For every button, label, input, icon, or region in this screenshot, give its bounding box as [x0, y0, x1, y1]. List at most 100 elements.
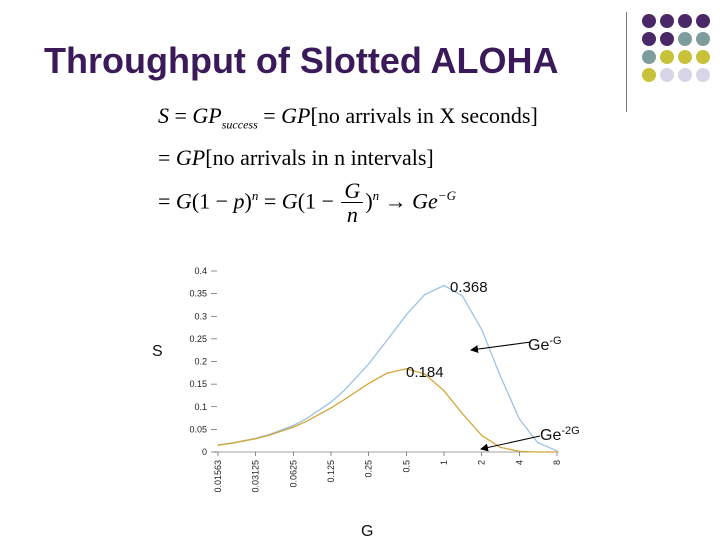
- slide-title: Throughput of Slotted ALOHA: [44, 40, 559, 81]
- eq-exponent: −G: [437, 188, 456, 204]
- series-point: [556, 451, 558, 453]
- series-point: [368, 382, 370, 385]
- series-point: [368, 363, 370, 365]
- series-point: [518, 418, 520, 420]
- decoration-dot: [642, 14, 656, 28]
- series-point: [268, 434, 270, 436]
- y-tick-label: 0.1: [194, 402, 207, 412]
- series-point: [255, 438, 257, 440]
- series-point: [443, 390, 445, 392]
- eq-symbol: p: [233, 188, 245, 214]
- series-point: [518, 450, 520, 453]
- series-point: [386, 372, 388, 374]
- decoration-dot: [696, 14, 710, 28]
- dot-grid-decoration: [642, 14, 710, 82]
- decoration-dot: [642, 32, 656, 46]
- decoration-dot: [696, 50, 710, 64]
- series-point: [306, 420, 308, 422]
- decoration-dot: [696, 68, 710, 82]
- series-point: [556, 450, 558, 452]
- equation-line-2: = GP[no arrivals in n intervals]: [158, 145, 434, 170]
- series-point: [217, 444, 219, 446]
- series-point: [386, 339, 388, 342]
- y-tick-label: 0.4: [194, 266, 207, 276]
- decoration-dot: [678, 68, 692, 82]
- y-tick-label: 0.35: [189, 289, 207, 299]
- x-tick-label: 4: [514, 460, 524, 465]
- series-point: [230, 442, 232, 444]
- series-point: [306, 418, 308, 420]
- decoration-dot: [660, 68, 674, 82]
- eq-symbol: G: [175, 188, 192, 214]
- series-point: [537, 451, 539, 453]
- eq-symbol: GP: [175, 145, 206, 170]
- x-tick-label: 2: [477, 460, 487, 465]
- decoration-dot: [660, 50, 674, 64]
- eq-symbol: GP: [192, 103, 222, 128]
- x-tick-label: 0.01563: [213, 460, 223, 493]
- series-line-ge-g: [217, 284, 558, 452]
- eq-symbol: Ge: [412, 188, 438, 214]
- series-point: [330, 401, 332, 403]
- y-tick-label: 0.3: [194, 311, 207, 321]
- eq-text: [no arrivals in X seconds]: [310, 103, 538, 128]
- eq-arrow: →: [384, 188, 407, 214]
- series-point: [461, 295, 463, 297]
- series-point: [330, 407, 332, 409]
- series-point: [537, 442, 539, 444]
- x-tick-label: 0.125: [326, 460, 336, 483]
- eq-symbol: G: [281, 188, 298, 214]
- x-tick-label: 0.03125: [251, 460, 261, 493]
- decoration-dot: [678, 50, 692, 64]
- eq-text: ): [365, 188, 373, 214]
- y-tick-label: 0.05: [189, 424, 207, 434]
- eq-text: [no arrivals in n intervals]: [205, 145, 434, 170]
- decoration-dot: [696, 32, 710, 46]
- decoration-dot: [678, 32, 692, 46]
- series-point: [481, 328, 483, 331]
- series-point: [424, 373, 426, 375]
- callout-arrow-ge-2g: [480, 435, 541, 452]
- series-point: [481, 434, 483, 437]
- x-tick-label: 0.0625: [288, 460, 298, 488]
- series-line-ge-2g: [217, 368, 557, 453]
- series-point: [405, 368, 407, 370]
- series-point: [292, 424, 294, 427]
- decoration-dot: [660, 14, 674, 28]
- decoration-dot: [678, 14, 692, 28]
- decoration-dot: [642, 68, 656, 82]
- y-axis-label: S: [152, 343, 163, 360]
- series-point: [499, 374, 501, 376]
- series-point: [343, 389, 346, 391]
- eq-fraction-numerator: G: [341, 180, 364, 203]
- peak-annotation-ge-g: 0.368: [450, 279, 488, 296]
- series-point: [424, 294, 426, 296]
- y-tick-label: 0.15: [189, 379, 207, 389]
- series-point: [292, 426, 294, 428]
- series-point: [443, 284, 445, 287]
- callout-arrow-ge-g: [470, 341, 532, 354]
- decoration-dot: [642, 50, 656, 64]
- series-label-ge-g: Ge-G: [528, 335, 562, 354]
- eq-exponent: n: [372, 188, 380, 204]
- y-tick-label: 0.25: [189, 334, 207, 344]
- eq-subscript: success: [221, 117, 258, 132]
- eq-exponent: n: [251, 188, 259, 204]
- series-point: [405, 314, 407, 316]
- y-tick-label: 0: [202, 447, 207, 457]
- eq-text: (1 −: [297, 188, 340, 214]
- series-point: [461, 412, 463, 415]
- equation-line-1: S = GPsuccess = GP[no arrivals in X seco…: [158, 103, 538, 132]
- series-label-ge-2g: Ge-2G: [540, 425, 580, 444]
- x-tick-label: 1: [439, 460, 449, 465]
- title-divider: [626, 12, 627, 112]
- x-tick-label: 0.5: [401, 460, 411, 473]
- eq-symbol: GP: [281, 103, 311, 128]
- x-tick-label: 8: [552, 460, 562, 465]
- x-tick-label: 0.25: [364, 460, 374, 478]
- series-point: [499, 446, 501, 448]
- x-axis-label: G: [361, 523, 373, 540]
